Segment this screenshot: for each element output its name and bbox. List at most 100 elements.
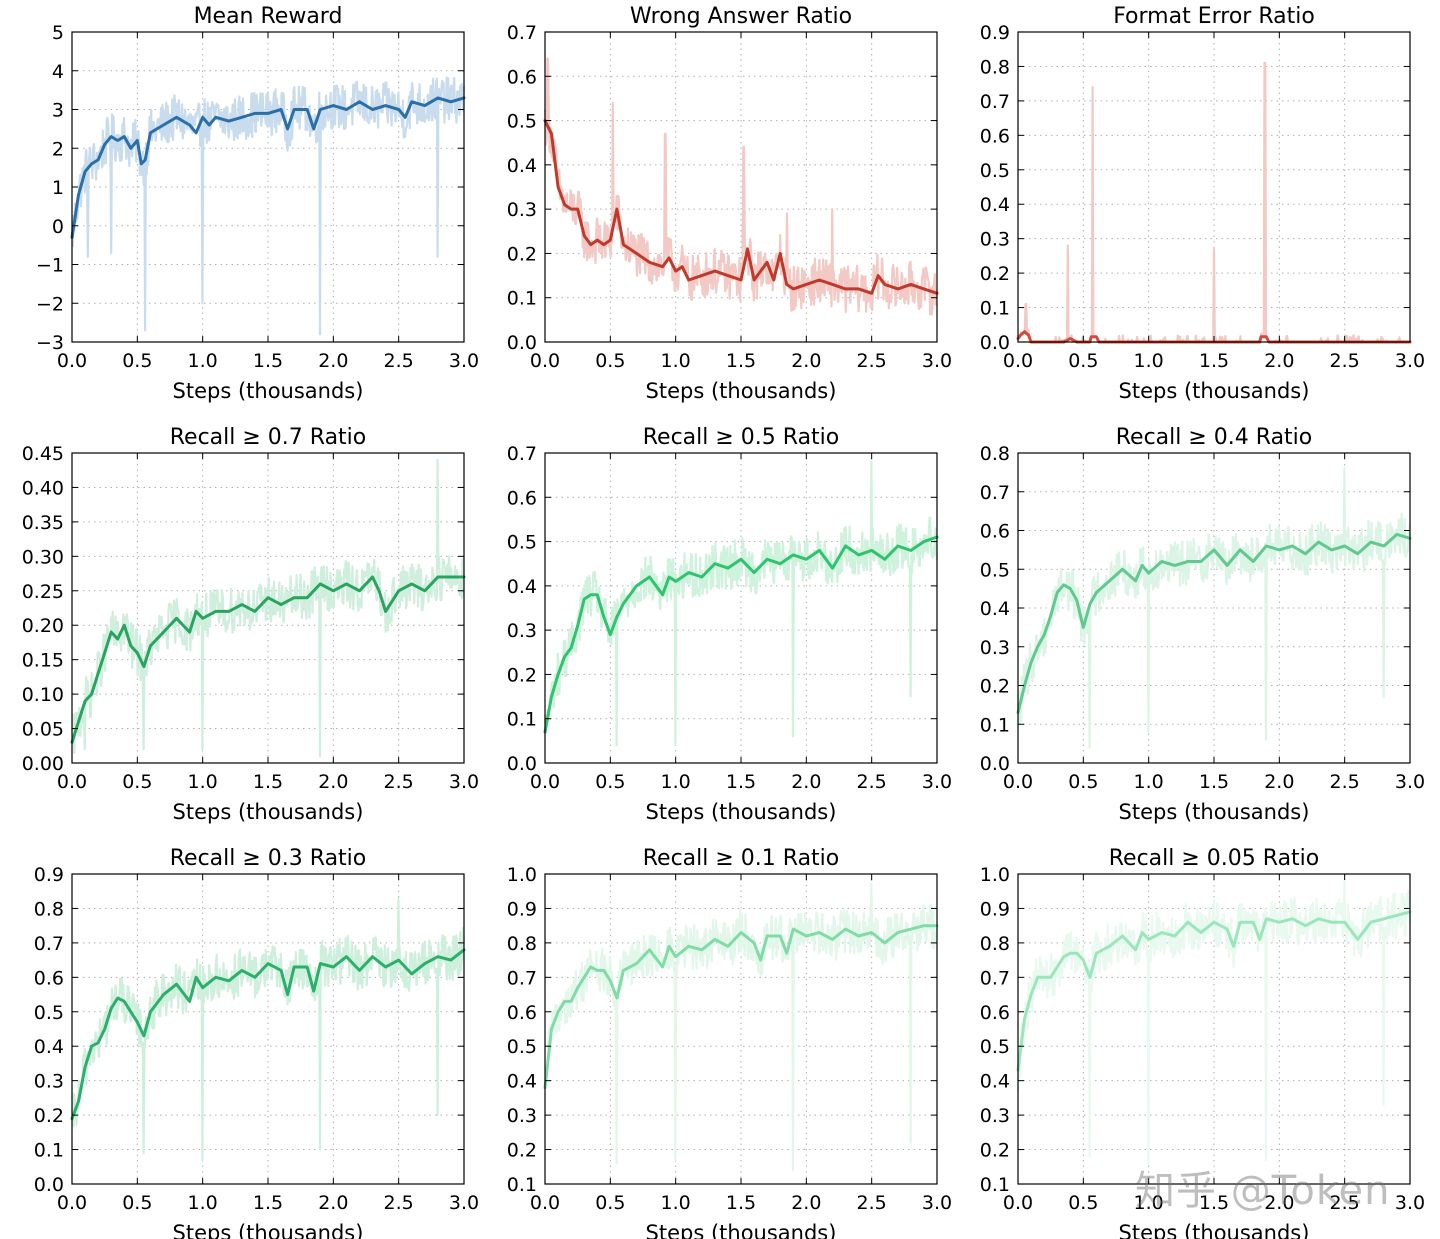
y-tick-label: 0.15 [22,650,64,672]
x-tick-label: 3.0 [449,1192,479,1214]
x-tick-label: 1.5 [1199,350,1229,372]
y-tick-label: 0.4 [507,576,537,598]
y-tick-label: 0.3 [980,637,1010,659]
y-tick-label: 1 [52,177,64,199]
chart-panel-8: 0.0 0.5 1.0 1.5 2.0 2.5 3.0 0.1 0.2 0.3 0.4 0.5 0.6 0… [507,846,952,1239]
series-raw [70,458,466,758]
x-tick-label: 1.0 [661,1192,691,1214]
series-raw [70,76,466,336]
y-tick-label: 0.5 [507,532,537,554]
y-tick-label: 0.0 [980,753,1010,775]
x-axis-label: Steps (thousands) [173,379,364,403]
x-tick-label: 2.0 [791,771,821,793]
y-tick-label: 0.00 [22,753,64,775]
y-tick-label: 1.0 [507,864,537,886]
y-tick-label: 0.1 [980,1174,1010,1196]
chart-title: Recall ≥ 0.3 Ratio [170,846,367,871]
y-tick-label: 0.7 [507,443,537,465]
y-tick-label: 0.3 [34,1071,64,1093]
chart-panel-7: 0.0 0.5 1.0 1.5 2.0 2.5 3.0 0.0 0.1 0.2 0.3 0.4 0.5 0… [34,846,479,1239]
y-tick-label: 0.9 [34,864,64,886]
y-tick-label: 0.8 [980,56,1010,78]
x-tick-label: 0.0 [57,771,87,793]
y-tick-label: 0.7 [507,967,537,989]
x-tick-label: 0.0 [530,771,560,793]
x-tick-label: 1.5 [1199,1192,1229,1214]
x-tick-label: 3.0 [922,771,952,793]
x-tick-label: 1.5 [253,350,283,372]
y-tick-label: 0.7 [980,967,1010,989]
y-tick-label: 0.1 [507,288,537,310]
y-tick-label: 0.5 [507,1036,537,1058]
y-tick-label: 0.7 [507,22,537,44]
y-tick-label: 0.8 [507,933,537,955]
y-tick-label: 0.5 [980,1036,1010,1058]
x-tick-label: 2.0 [1264,1192,1294,1214]
y-tick-label: 0.20 [22,615,64,637]
chart-panel-6: 0.0 0.5 1.0 1.5 2.0 2.5 3.0 0.0 0.1 0.2 0.3 0.4 0.5 0… [980,425,1425,824]
chart-title: Recall ≥ 0.1 Ratio [643,846,840,871]
x-tick-label: 2.0 [791,1192,821,1214]
chart-title: Format Error Ratio [1113,4,1315,29]
y-tick-label: 0.5 [980,559,1010,581]
x-tick-label: 2.5 [1330,771,1360,793]
x-tick-label: 3.0 [449,771,479,793]
x-tick-label: 2.5 [857,771,887,793]
x-tick-label: 1.5 [1199,771,1229,793]
y-tick-label: 0.4 [507,155,537,177]
x-tick-label: 0.0 [1003,1192,1033,1214]
chart-panel-2: 0.0 0.5 1.0 1.5 2.0 2.5 3.0 0.0 0.1 0.2 0.3 0.4 0.5 0… [507,4,952,403]
y-tick-label: 0.8 [980,443,1010,465]
y-tick-label: 0.6 [507,1002,537,1024]
y-tick-label: 0.6 [980,521,1010,543]
series-smoothed [543,119,939,295]
x-tick-label: 1.0 [188,350,218,372]
series-raw [543,460,939,747]
x-tick-label: 0.5 [122,771,152,793]
x-axis-label: Steps (thousands) [646,1221,837,1239]
series-raw [543,57,939,316]
y-tick-label: 0.6 [34,967,64,989]
y-tick-label: 0.2 [507,1140,537,1162]
y-tick-label: 0.0 [34,1174,64,1196]
y-tick-label: 0.8 [980,933,1010,955]
y-tick-label: 0.4 [507,1071,537,1093]
chart-title: Wrong Answer Ratio [630,4,852,29]
chart-title: Recall ≥ 0.05 Ratio [1109,846,1320,871]
x-axis-label: Steps (thousands) [1119,379,1310,403]
x-tick-label: 0.0 [1003,771,1033,793]
x-tick-label: 1.5 [253,1192,283,1214]
series-raw [1016,467,1412,749]
series-smoothed [1016,910,1412,1072]
x-tick-label: 0.5 [595,771,625,793]
chart-panel-5: 0.0 0.5 1.0 1.5 2.0 2.5 3.0 0.0 0.1 0.2 0.3 0.4 0.5 0… [507,425,952,824]
x-tick-label: 2.0 [1264,771,1294,793]
x-tick-label: 1.5 [726,350,756,372]
x-tick-label: 0.0 [530,1192,560,1214]
x-tick-label: 2.0 [1264,350,1294,372]
x-axis-label: Steps (thousands) [646,379,837,403]
y-tick-label: −2 [36,293,64,315]
y-tick-label: 1.0 [980,864,1010,886]
series-smoothed [70,575,466,744]
y-tick-label: 0.4 [34,1036,64,1058]
y-tick-label: 0.4 [980,598,1010,620]
y-tick-label: 0.40 [22,477,64,499]
y-tick-label: 0.30 [22,546,64,568]
y-tick-label: 0.7 [34,933,64,955]
y-tick-label: 0.7 [980,91,1010,113]
y-tick-label: 0.5 [980,160,1010,182]
x-tick-label: 0.5 [595,350,625,372]
y-tick-label: 0.4 [980,194,1010,216]
y-tick-label: 0.6 [980,125,1010,147]
y-tick-label: 2 [52,138,64,160]
y-tick-label: 0.35 [22,512,64,534]
y-tick-label: 0.3 [980,229,1010,251]
x-tick-label: 2.5 [384,771,414,793]
y-tick-label: 0.1 [507,1174,537,1196]
x-tick-label: 2.0 [791,350,821,372]
chart-title: Mean Reward [194,4,343,29]
y-tick-label: 0.3 [507,1105,537,1127]
x-tick-label: 1.5 [726,771,756,793]
